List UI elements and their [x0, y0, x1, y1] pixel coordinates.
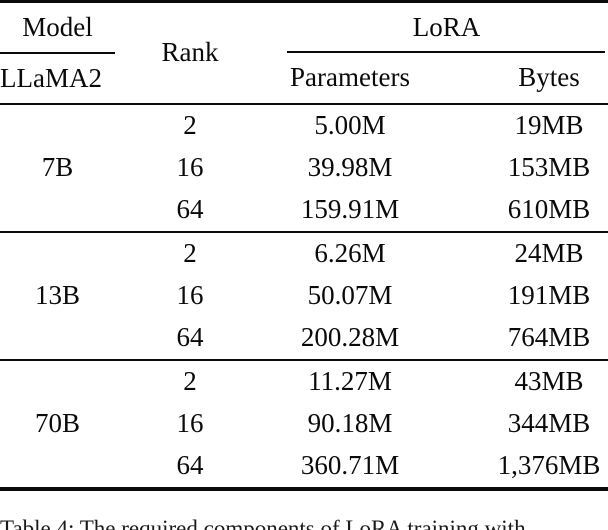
rank-cell: 16: [176, 408, 204, 438]
bytes-cell: 191MB: [507, 280, 591, 310]
table-row: 64 200.28M 764MB: [0, 317, 608, 360]
table-row: 64 159.91M 610MB: [0, 189, 608, 232]
rank-cell: 2: [183, 366, 197, 396]
parameters-cell: 159.91M: [300, 194, 400, 224]
rank-cell: 64: [176, 450, 204, 480]
rank-cell: 64: [176, 194, 204, 224]
table-caption: Table 4: The required components of LoRA…: [0, 515, 526, 530]
table-body: 7B 2 5.00M 19MB 16 39.98M 153MB 64 159.9…: [0, 104, 608, 489]
rank-cell: 2: [183, 238, 197, 268]
parameters-cell: 6.26M: [314, 238, 386, 268]
bytes-cell: 610MB: [507, 194, 591, 224]
bytes-cell: 344MB: [507, 408, 591, 438]
column-header-bytes: Bytes: [518, 62, 580, 92]
rank-cell: 16: [176, 280, 204, 310]
parameters-cell: 200.28M: [300, 322, 400, 352]
table-row: 7B 2 5.00M 19MB: [0, 104, 608, 181]
lora-requirements-table: Model Rank LoRA LLaMA2 Parameters Bytes …: [0, 0, 608, 491]
bytes-cell: 764MB: [507, 322, 591, 352]
parameters-cell: 90.18M: [307, 408, 393, 438]
table-header: Model Rank LoRA LLaMA2 Parameters Bytes: [0, 1, 608, 104]
table-row: 13B 2 6.26M 24MB: [0, 231, 608, 309]
bytes-cell: 19MB: [514, 110, 584, 140]
column-subheader-llama2: LLaMA2: [0, 62, 102, 93]
table-row: 70B 2 11.27M 43MB: [0, 359, 608, 437]
parameters-cell: 50.07M: [307, 280, 393, 310]
lora-group-label: LoRA: [412, 12, 481, 43]
bytes-cell: 43MB: [514, 366, 584, 396]
table-row: 16 39.98M 153MB: [0, 147, 608, 189]
rank-cell: 64: [176, 322, 204, 352]
column-group-header-lora: LoRA: [265, 2, 608, 53]
lora-cmidrule: [287, 50, 605, 53]
bytes-cell: 24MB: [514, 238, 584, 268]
column-header-model: Model: [0, 1, 115, 54]
rank-cell: 2: [183, 110, 197, 140]
table-row: 16 50.07M 191MB: [0, 275, 608, 317]
column-header-parameters: Parameters: [290, 62, 410, 92]
model-cell-70b: 70B: [34, 408, 80, 438]
rank-cell: 16: [176, 152, 204, 182]
parameters-cell: 5.00M: [314, 110, 386, 140]
parameters-cell: 360.71M: [300, 450, 400, 480]
table-row: 64 360.71M 1,376MB: [0, 445, 608, 489]
parameters-cell: 39.98M: [307, 152, 393, 182]
bytes-cell: 1,376MB: [497, 450, 601, 480]
model-cell-7b: 7B: [41, 152, 74, 182]
column-header-rank: Rank: [161, 37, 219, 68]
bytes-cell: 153MB: [507, 152, 591, 182]
table-row: 16 90.18M 344MB: [0, 403, 608, 445]
model-cell-13b: 13B: [34, 280, 80, 310]
parameters-cell: 11.27M: [308, 366, 392, 396]
